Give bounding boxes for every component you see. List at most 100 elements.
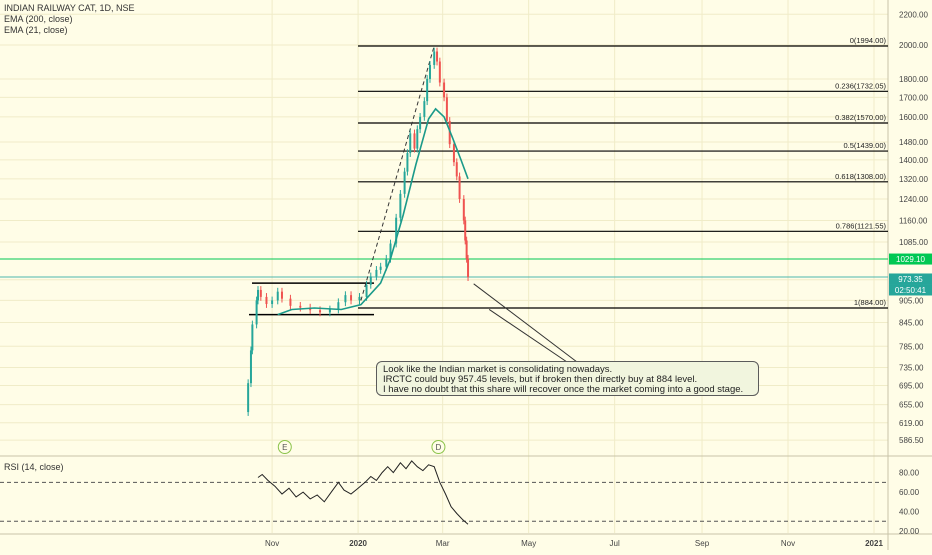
time-axis-tick: Nov	[781, 539, 795, 548]
time-axis-tick: 2021	[865, 539, 883, 548]
candle-body	[389, 243, 392, 259]
symbol-title: INDIAN RAILWAY CAT, 1D, NSE	[4, 3, 135, 13]
candle-body	[337, 302, 340, 310]
candle-body	[438, 61, 441, 83]
fib-level-label: 0.618(1308.00)	[835, 172, 886, 181]
price-axis-tick: 845.00	[899, 319, 924, 328]
candle-body	[299, 305, 302, 308]
rsi-axis-tick: 60.00	[899, 488, 920, 497]
candle-body	[399, 193, 402, 218]
rsi-axis-tick: 20.00	[899, 527, 920, 536]
fib-level-label: 0.786(1121.55)	[836, 221, 887, 230]
candle-body	[385, 258, 388, 267]
time-axis-tick: Nov	[265, 539, 279, 548]
price-axis-tick: 1160.00	[899, 216, 928, 225]
price-axis-tick: 1085.00	[899, 238, 928, 247]
annotation-line-2: IRCTC could buy 957.45 levels, but if br…	[383, 374, 698, 385]
fib-level-label: 0(1994.00)	[850, 36, 887, 45]
candle-body	[328, 309, 331, 313]
price-axis-tick: 586.50	[899, 436, 924, 445]
price-axis-tick: 655.00	[899, 401, 924, 410]
price-axis-tick: 1600.00	[899, 113, 928, 122]
dashed-trend-line	[360, 45, 435, 301]
fib-level-label: 0.5(1439.00)	[843, 141, 886, 150]
annotation-line-1: Look like the Indian market is consolida…	[383, 364, 613, 375]
candle-body	[251, 324, 254, 351]
candle-body	[455, 162, 458, 177]
fib-level-label: 1(884.00)	[854, 298, 887, 307]
price-axis-tick: 695.00	[899, 381, 924, 390]
price-axis-tick: 2000.00	[899, 41, 928, 50]
annotation-callout[interactable]: Look like the Indian market is consolida…	[376, 361, 759, 396]
event-marker-label: D	[436, 443, 442, 452]
time-axis-tick: Jul	[610, 539, 620, 548]
countdown-badge-bg	[889, 284, 932, 296]
candle-body	[416, 129, 419, 149]
candle-body	[406, 153, 409, 172]
candle-body	[409, 133, 412, 154]
price-axis-tick: 1320.00	[899, 175, 928, 184]
time-axis-tick: 2020	[349, 539, 367, 548]
price-axis-tick: 785.00	[899, 342, 924, 351]
candle-body	[289, 298, 292, 306]
candle-body	[375, 269, 378, 277]
candle-body	[358, 296, 361, 301]
candle-body	[249, 350, 252, 384]
candle-body	[257, 289, 260, 301]
candle-body	[280, 291, 283, 299]
last-price-badge-bg	[889, 273, 932, 285]
candle-body	[413, 133, 416, 149]
callout-pointer-b	[488, 309, 568, 363]
event-marker-circle	[431, 440, 446, 454]
candle-body	[271, 300, 274, 305]
rsi-axis-tick: 40.00	[899, 508, 920, 517]
time-axis-tick: Mar	[436, 539, 450, 548]
candle-body	[350, 295, 353, 301]
candle-body	[464, 220, 467, 241]
price-axis-tick: 905.00	[899, 296, 924, 305]
candle-body	[467, 258, 470, 278]
indicator-ema200[interactable]: EMA (200, close)	[4, 14, 73, 24]
green-level-badge: 1029.10	[896, 255, 925, 264]
candle-body	[365, 284, 368, 297]
rsi-label[interactable]: RSI (14, close)	[4, 462, 64, 472]
candle-body	[419, 116, 422, 130]
price-axis-tick: 619.00	[899, 419, 924, 428]
fib-level-label: 0.382(1570.00)	[835, 113, 886, 122]
candle-body	[433, 51, 436, 65]
indicator-ema21[interactable]: EMA (21, close)	[4, 25, 68, 35]
event-marker-circle	[277, 440, 292, 454]
candle-body	[247, 383, 250, 413]
candle-body	[465, 240, 468, 259]
price-axis-tick: 1480.00	[899, 138, 928, 147]
candle-body	[265, 296, 268, 305]
event-marker-label: E	[282, 443, 287, 452]
price-axis-tick: 1800.00	[899, 75, 928, 84]
candle-body	[423, 101, 426, 117]
annotation-line-3: I have no doubt that this share will rec…	[383, 384, 744, 395]
candle-body	[276, 291, 279, 301]
rsi-axis-tick: 80.00	[899, 469, 920, 478]
candle-body	[436, 51, 439, 62]
price-axis-tick: 1700.00	[899, 93, 928, 102]
candle-body	[319, 310, 322, 313]
candle-body	[443, 82, 446, 98]
candle-body	[395, 217, 398, 244]
candle-body	[259, 289, 262, 297]
candle-body	[426, 78, 429, 102]
candle-body	[255, 300, 258, 325]
ema21-line	[277, 107, 469, 316]
last-price-badge: 973.35	[898, 275, 923, 284]
time-axis-tick: Sep	[695, 539, 710, 548]
candle-body	[458, 176, 461, 199]
rsi-line	[257, 460, 469, 525]
callout-pointer-a	[473, 283, 578, 363]
price-axis-tick: 2200.00	[899, 10, 928, 19]
time-axis-tick: May	[521, 539, 536, 548]
candle-body	[445, 97, 448, 121]
price-axis-tick: 1400.00	[899, 156, 928, 165]
candle-body	[428, 64, 431, 79]
